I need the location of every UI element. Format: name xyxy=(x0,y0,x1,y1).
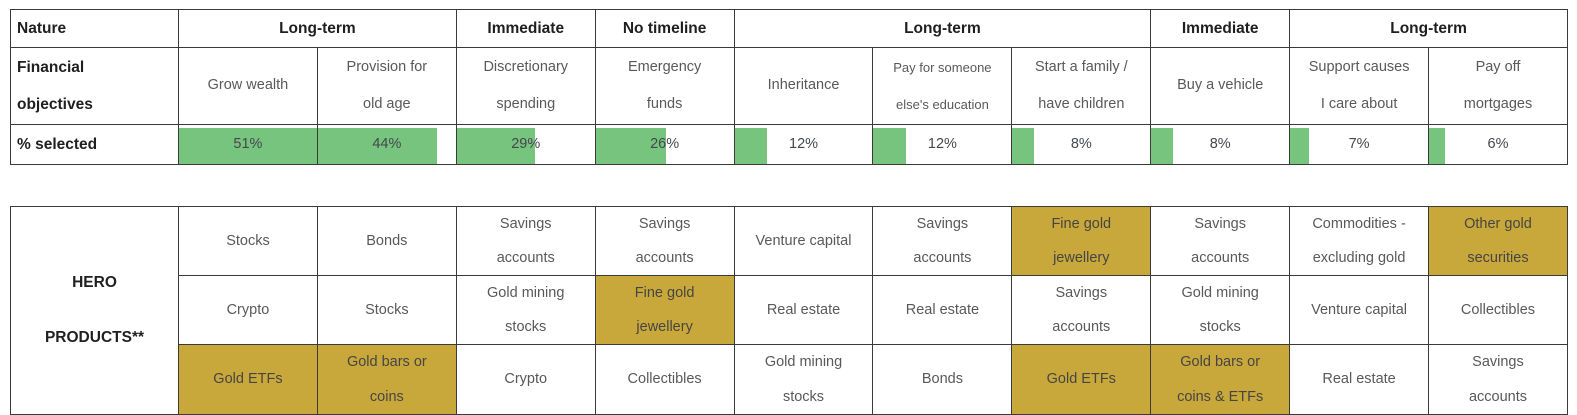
percent-bar xyxy=(873,128,906,164)
product-cell: Gold mining stocks xyxy=(1150,275,1291,346)
nature-group-long-term-2: Long-term xyxy=(733,8,1152,49)
percent-row-label: % selected xyxy=(10,124,179,166)
percent-bar xyxy=(1290,128,1310,164)
product-cell: Commodities - excluding gold xyxy=(1289,206,1430,277)
percent-cell: 26% xyxy=(594,124,735,166)
financial-objectives-table: Nature Long-term Immediate No timeline L… xyxy=(10,8,1568,166)
product-cell: Gold ETFs xyxy=(1011,344,1152,415)
product-cell: Gold bars or coins xyxy=(316,344,457,415)
product-cell: Bonds xyxy=(872,344,1013,415)
objective-cell: Buy a vehicle xyxy=(1150,47,1291,126)
product-cell: Gold mining stocks xyxy=(733,344,874,415)
nature-group-immediate-1: Immediate xyxy=(455,8,596,49)
product-cell: Venture capital xyxy=(733,206,874,277)
product-cell: Gold bars or coins & ETFs xyxy=(1150,344,1291,415)
objective-cell: Provision for old age xyxy=(316,47,457,126)
objective-cell: Discretionary spending xyxy=(455,47,596,126)
hero-products-row-3: Gold ETFs Gold bars or coins Crypto Coll… xyxy=(11,344,1568,415)
nature-group-no-timeline: No timeline xyxy=(594,8,735,49)
product-cell: Real estate xyxy=(733,275,874,346)
product-cell: Savings accounts xyxy=(872,206,1013,277)
product-cell: Savings accounts xyxy=(1011,275,1152,346)
percent-cell: 7% xyxy=(1289,124,1430,166)
percent-bar xyxy=(457,128,536,164)
product-cell: Crypto xyxy=(178,275,318,346)
product-cell: Savings accounts xyxy=(594,206,735,277)
percent-bar xyxy=(318,128,437,164)
product-cell: Stocks xyxy=(178,206,318,277)
product-cell: Crypto xyxy=(455,344,596,415)
product-cell: Savings accounts xyxy=(455,206,596,277)
percent-value: 6% xyxy=(1487,136,1509,153)
product-cell: Gold mining stocks xyxy=(455,275,596,346)
nature-group-long-term-1: Long-term xyxy=(178,8,457,49)
nature-group-immediate-2: Immediate xyxy=(1150,8,1291,49)
percent-cell: 51% xyxy=(178,124,318,166)
objective-cell: Pay for someone else's education xyxy=(872,47,1013,126)
percent-bar xyxy=(735,128,768,164)
nature-row: Nature Long-term Immediate No timeline L… xyxy=(10,8,1568,49)
percent-cell: 12% xyxy=(872,124,1013,166)
objective-cell: Grow wealth xyxy=(178,47,318,126)
product-cell: Real estate xyxy=(1289,344,1430,415)
percent-value: 26% xyxy=(650,136,680,153)
percent-bar xyxy=(179,128,317,164)
percent-value: 8% xyxy=(1209,136,1231,153)
nature-group-long-term-3: Long-term xyxy=(1289,8,1568,49)
percent-value: 8% xyxy=(1070,136,1092,153)
product-cell: Stocks xyxy=(316,275,457,346)
product-cell: Other gold securities xyxy=(1428,206,1568,277)
objective-cell: Emergency funds xyxy=(594,47,735,126)
objectives-row-label: Financial objectives xyxy=(10,47,179,126)
percent-value: 44% xyxy=(372,136,402,153)
product-cell: Gold ETFs xyxy=(178,344,318,415)
percent-bar xyxy=(1151,128,1173,164)
percent-bar xyxy=(1012,128,1034,164)
hero-products-row-2: Crypto Stocks Gold mining stocks Fine go… xyxy=(11,275,1568,346)
product-cell: Savings accounts xyxy=(1428,344,1568,415)
product-cell: Collectibles xyxy=(1428,275,1568,346)
product-cell: Venture capital xyxy=(1289,275,1430,346)
percent-cell: 8% xyxy=(1011,124,1152,166)
hero-products-label: HERO PRODUCTS** xyxy=(10,206,179,415)
percent-value: 12% xyxy=(789,136,819,153)
percent-cell: 8% xyxy=(1150,124,1291,166)
nature-row-label: Nature xyxy=(10,8,179,49)
hero-products-table: HERO PRODUCTS** Stocks Bonds Savings acc… xyxy=(10,206,1568,415)
percent-bar xyxy=(1429,128,1446,164)
product-cell: Bonds xyxy=(316,206,457,277)
objective-cell: Support causes I care about xyxy=(1289,47,1430,126)
objectives-row: Financial objectives Grow wealth Provisi… xyxy=(10,47,1568,126)
product-cell: Collectibles xyxy=(594,344,735,415)
percent-value: 51% xyxy=(233,136,263,153)
percent-value: 12% xyxy=(927,136,957,153)
percent-cell: 29% xyxy=(455,124,596,166)
percent-cell: 12% xyxy=(733,124,874,166)
objective-cell: Pay off mortgages xyxy=(1428,47,1568,126)
percent-cell: 6% xyxy=(1428,124,1568,166)
product-cell: Savings accounts xyxy=(1150,206,1291,277)
percent-bar xyxy=(596,128,666,164)
percent-value: 29% xyxy=(511,136,541,153)
objective-cell: Inheritance xyxy=(733,47,874,126)
objective-cell: Start a family / have children xyxy=(1011,47,1152,126)
percent-selected-row: % selected 51% 44% 29% 26% 12% 12% 8% 8%… xyxy=(10,124,1568,166)
percent-cell: 44% xyxy=(316,124,457,166)
hero-products-row-1: HERO PRODUCTS** Stocks Bonds Savings acc… xyxy=(10,206,1568,415)
product-cell: Fine gold jewellery xyxy=(594,275,735,346)
percent-value: 7% xyxy=(1348,136,1370,153)
product-cell: Fine gold jewellery xyxy=(1011,206,1152,277)
product-cell: Real estate xyxy=(872,275,1013,346)
